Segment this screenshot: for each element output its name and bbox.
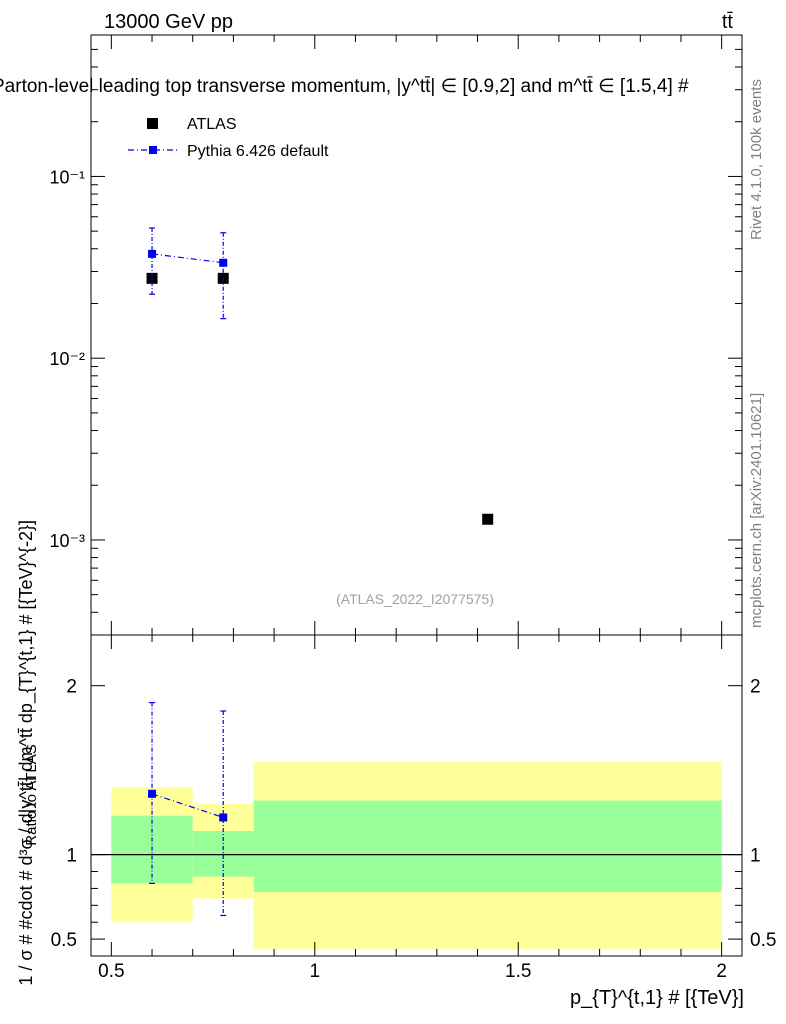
main-y-tick-label: 10⁻¹ [49, 167, 85, 187]
main-axes: 10⁻³ 10⁻² 10⁻¹ [49, 35, 742, 636]
pythia-data-point [148, 249, 157, 258]
pythia-ratio-point [148, 789, 157, 798]
main-y-tick-label: 10⁻² [49, 349, 85, 369]
atlas-data-point [482, 513, 494, 525]
main-y-tick-label: 10⁻³ [49, 531, 85, 551]
pythia-data-point [219, 258, 228, 267]
ratio-x-tick-label: 1.5 [505, 961, 531, 982]
ratio-y-tick-label-right: 2 [750, 677, 761, 698]
legend-data-marker [147, 118, 158, 129]
ratio-x-tick-label: 2 [716, 961, 727, 982]
ratio-y-tick-label-right: 1 [750, 846, 761, 867]
legend-data-label: ATLAS [187, 116, 237, 133]
process-label: tt̄ [722, 11, 734, 33]
legend-mc-label: Pythia 6.426 default [187, 143, 329, 160]
mcplots-label: mcplots.cern.ch [arXiv:2401.10621] [748, 393, 765, 628]
ratio-axes: 0.5 1 1.5 2 0.5 0.5 1 1 2 2 [51, 635, 776, 982]
atlas-data-point [146, 272, 158, 284]
legend-mc-marker [149, 146, 157, 154]
ratio-y-tick-label-right: 0.5 [750, 930, 776, 951]
analysis-watermark: (ATLAS_2022_I2077575) [336, 591, 494, 607]
main-marks [146, 227, 494, 525]
ratio-y-tick-label: 1 [66, 846, 77, 867]
ratio-band-inner [253, 800, 722, 892]
ratio-x-tick-label: 1 [309, 961, 320, 982]
ratio-y-axis-label: Ratio to ATLAS [23, 744, 40, 845]
energy-label: 13000 GeV pp [104, 11, 233, 33]
legend: ATLAS Pythia 6.426 default [128, 116, 329, 160]
plot-title: Parton-level leading top transverse mome… [0, 76, 689, 97]
pythia-series-line [151, 253, 224, 264]
x-axis-label: p_{T}^{t,1} # [{TeV}] [570, 987, 744, 1009]
main-y-axis-label: 1 / σ # #cdot # d³σ / d|y^tt̄| dm^tt̄ dp… [16, 520, 37, 986]
ratio-y-tick-label: 2 [66, 677, 77, 698]
ratio-y-tick-label: 0.5 [51, 930, 77, 951]
ratio-marks [148, 701, 228, 917]
pythia-ratio-point [219, 813, 228, 822]
rivet-label: Rivet 4.1.0, 100k events [748, 79, 765, 240]
ratio-bands [111, 761, 722, 950]
ratio-x-tick-label: 0.5 [98, 961, 124, 982]
ratio-frame [90, 634, 743, 957]
